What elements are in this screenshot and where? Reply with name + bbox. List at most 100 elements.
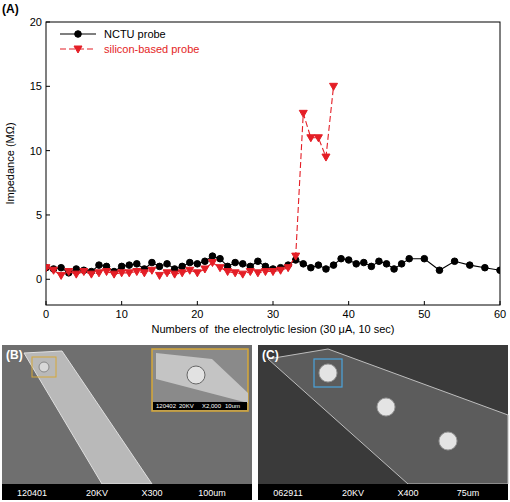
marker	[261, 269, 269, 276]
marker	[156, 272, 164, 279]
marker	[345, 257, 352, 264]
marker	[110, 271, 118, 278]
marker	[330, 83, 338, 90]
electrode-site	[319, 364, 337, 382]
marker	[186, 267, 194, 274]
x-axis-title: Numbers of the electrolytic lesion (30 μ…	[152, 323, 395, 335]
marker	[118, 263, 125, 270]
info-bar	[2, 484, 252, 500]
marker	[436, 267, 443, 274]
legend-label: silicon-based probe	[104, 43, 199, 55]
x-tick-label: 10	[116, 308, 128, 320]
marker	[149, 259, 156, 266]
marker	[178, 270, 186, 277]
marker	[193, 270, 201, 277]
marker	[239, 261, 246, 268]
y-axis-title: Impedance (MΩ)	[4, 122, 16, 204]
x-tick	[121, 301, 122, 305]
marker	[95, 270, 103, 277]
marker	[126, 262, 133, 269]
sem-panel: 12040220KVX2,00010um12040120KVX300100um(…	[2, 345, 252, 500]
marker	[202, 258, 209, 265]
marker	[315, 262, 322, 269]
info-text: 20KV	[86, 488, 108, 498]
marker	[171, 271, 179, 278]
marker	[451, 258, 458, 265]
info-text: 20KV	[342, 488, 364, 498]
x-tick	[424, 301, 425, 305]
marker	[323, 266, 330, 273]
marker	[322, 154, 330, 161]
y-tick-label: 20	[30, 16, 42, 28]
marker	[57, 272, 65, 279]
electrode-site	[439, 432, 457, 450]
inset	[152, 349, 248, 411]
marker	[209, 253, 216, 260]
marker	[299, 110, 307, 117]
sem-background	[2, 345, 252, 484]
info-text: X400	[397, 488, 418, 498]
marker	[314, 135, 322, 142]
marker	[118, 270, 126, 277]
marker	[156, 263, 163, 270]
marker	[277, 267, 285, 274]
info-bar	[258, 484, 508, 500]
marker	[421, 255, 428, 262]
marker	[254, 270, 262, 277]
marker	[224, 269, 232, 276]
marker	[163, 270, 171, 277]
x-tick	[273, 301, 274, 305]
y-tick-label: 15	[30, 80, 42, 92]
marker	[300, 261, 307, 268]
info-text: 062911	[273, 488, 302, 498]
x-tick	[348, 301, 349, 305]
sem-background	[258, 345, 508, 484]
electrode-site	[377, 398, 395, 416]
electrode-site	[39, 362, 49, 372]
marker	[46, 265, 50, 272]
inset-info: 20KV	[179, 403, 194, 409]
inset-info: 10um	[225, 403, 240, 409]
y-tick	[46, 150, 50, 151]
marker	[179, 263, 186, 270]
info-text: X300	[141, 488, 162, 498]
marker	[466, 262, 473, 269]
marker	[368, 263, 375, 270]
legend-label: NCTU probe	[104, 28, 166, 40]
marker	[164, 261, 171, 268]
marker	[292, 253, 300, 260]
inset-probe	[156, 353, 248, 403]
marker	[208, 260, 216, 267]
marker	[246, 269, 254, 276]
marker	[74, 46, 82, 53]
x-tick-label: 40	[343, 308, 355, 320]
inset-site	[187, 366, 205, 384]
x-tick	[46, 301, 47, 305]
marker	[75, 31, 82, 38]
marker	[497, 267, 500, 274]
plot-area	[46, 83, 500, 279]
y-tick-label: 0	[36, 273, 42, 285]
sem-panel: 06291120KVX40075um(C)	[258, 345, 508, 500]
probe-shape	[24, 351, 152, 484]
y-tick	[46, 279, 50, 280]
marker	[58, 264, 65, 271]
marker	[383, 261, 390, 268]
marker	[406, 255, 413, 262]
marker	[133, 269, 141, 276]
plot-frame	[46, 22, 500, 305]
marker	[239, 271, 247, 278]
marker	[231, 270, 239, 277]
legend: NCTU probe silicon-based probe	[60, 28, 199, 55]
marker	[217, 255, 224, 262]
x-tick-label: 60	[494, 308, 506, 320]
marker	[308, 264, 315, 271]
info-text: 120401	[17, 488, 47, 498]
probe-shape	[268, 349, 508, 484]
marker	[391, 266, 398, 273]
marker	[65, 269, 73, 276]
marker	[46, 264, 49, 271]
inset-info: 120402	[156, 403, 177, 409]
marker	[140, 270, 148, 277]
marker	[125, 270, 133, 277]
